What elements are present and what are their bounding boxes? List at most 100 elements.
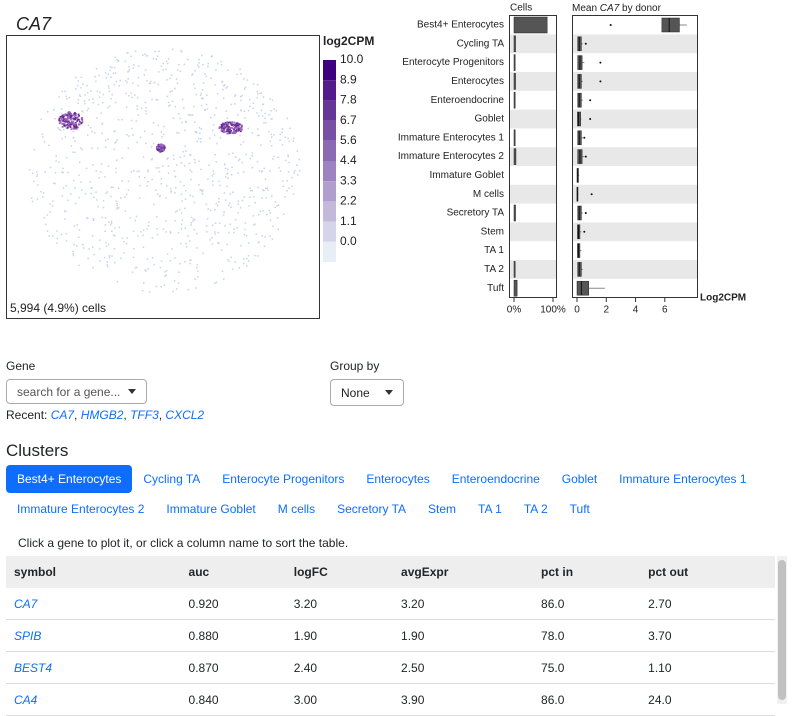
embedding-dot xyxy=(157,148,159,151)
embedding-dot xyxy=(147,268,149,270)
scroll-thumb[interactable] xyxy=(778,560,786,700)
embedding-dot xyxy=(165,60,168,63)
cluster-tab[interactable]: Best4+ Enterocytes xyxy=(6,465,133,493)
recent-gene-link[interactable]: CXCL2 xyxy=(165,408,205,422)
recent-gene-link[interactable]: HMGB2 xyxy=(80,408,124,422)
embedding-dot xyxy=(59,129,62,131)
embedding-dot xyxy=(131,96,133,99)
embedding-dot xyxy=(214,209,216,211)
table-body: CA7 0.920 3.20 3.20 86.0 2.70 SPIB 0.880 1.90 1.9… xyxy=(6,588,775,716)
embedding-dot xyxy=(200,92,203,95)
embedding-dot xyxy=(106,261,109,263)
cluster-tab[interactable]: Stem xyxy=(428,502,457,516)
cluster-tab[interactable]: Enterocyte Progenitors xyxy=(222,472,345,486)
embedding-dot xyxy=(85,167,88,170)
scrollbar[interactable] xyxy=(777,556,787,704)
recent-gene-link[interactable]: CA7 xyxy=(50,408,75,422)
column-header[interactable]: logFC xyxy=(285,556,394,588)
embedding-dot xyxy=(88,248,90,250)
embedding-dot xyxy=(231,127,234,130)
expr-tick-label: 4 xyxy=(633,305,639,316)
embedding-dot xyxy=(97,205,100,208)
cluster-tab[interactable]: Immature Enterocytes 2 xyxy=(17,502,145,516)
gene-link[interactable]: CA4 xyxy=(14,692,38,707)
embedding-dot xyxy=(189,262,191,265)
embedding-dot xyxy=(127,189,130,191)
legend-title: log2CPM xyxy=(323,34,374,48)
gene-link[interactable]: CA7 xyxy=(14,596,38,611)
embedding-dot xyxy=(80,122,83,125)
column-header[interactable]: pct in xyxy=(533,556,641,588)
column-header[interactable]: auc xyxy=(180,556,286,588)
cluster-tab[interactable]: Secretory TA xyxy=(337,502,407,516)
embedding-dot xyxy=(220,128,223,131)
gene-link[interactable]: SPIB xyxy=(14,628,42,643)
gene-search[interactable]: search for a gene... xyxy=(6,379,147,404)
embedding-dot xyxy=(63,124,66,127)
embedding-dot xyxy=(108,105,111,107)
embedding-dot xyxy=(198,127,201,129)
cluster-tab[interactable]: Enterocytes xyxy=(366,472,430,486)
embedding-dot xyxy=(171,100,174,103)
outlier-dot xyxy=(599,61,602,64)
embedding-dot xyxy=(104,72,107,74)
gene-link[interactable]: BEST4 xyxy=(14,660,53,675)
embedding-dot xyxy=(253,224,255,226)
embedding-dot xyxy=(96,199,98,201)
embedding-dot xyxy=(132,256,135,259)
embedding-dot xyxy=(41,133,44,136)
embedding-dot xyxy=(179,208,181,211)
column-header[interactable]: symbol xyxy=(6,556,181,588)
cluster-tab[interactable]: TA 1 xyxy=(478,502,502,516)
group-select[interactable]: None xyxy=(330,379,404,406)
embedding-dot xyxy=(103,256,106,259)
cluster-tab[interactable]: Immature Goblet xyxy=(166,502,256,516)
cluster-tab[interactable]: M cells xyxy=(277,502,316,516)
embedding-dot xyxy=(264,187,267,190)
column-header[interactable]: pct out xyxy=(640,556,775,588)
embedding-dot xyxy=(189,154,192,156)
embedding-dot xyxy=(223,130,226,133)
recent-gene-link[interactable]: TFF3 xyxy=(130,408,159,422)
embedding-dot xyxy=(191,114,194,116)
embedding-dot xyxy=(201,193,204,195)
embedding-dot xyxy=(137,76,140,79)
column-header[interactable]: avgExpr xyxy=(393,556,534,588)
embedding-dot xyxy=(101,132,104,135)
cluster-tab[interactable]: Tuft xyxy=(569,502,590,516)
cluster-tab[interactable]: Immature Enterocytes 1 xyxy=(619,472,747,486)
table-cell: 24.0 xyxy=(640,683,775,716)
embedding-dot xyxy=(127,52,129,54)
embedding-dot xyxy=(196,266,198,269)
expr-title-prefix: Mean xyxy=(572,3,597,14)
embedding-dot xyxy=(42,192,45,194)
embedding-dot xyxy=(62,167,64,170)
embedding-dot xyxy=(222,278,225,280)
embedding-dot xyxy=(173,280,176,282)
embedding-dot xyxy=(78,161,81,164)
embedding-dot xyxy=(247,260,250,262)
cluster-tab[interactable]: Goblet xyxy=(561,472,598,486)
embedding-dot xyxy=(44,171,46,173)
embedding-dot xyxy=(81,116,83,119)
embedding-dot xyxy=(196,140,198,143)
embedding-dot xyxy=(92,218,95,220)
embedding-dot xyxy=(175,288,178,290)
cluster-tab[interactable]: TA 2 xyxy=(523,502,548,516)
table-cell: CA4 xyxy=(6,683,181,716)
embedding-dot xyxy=(165,197,167,199)
embedding-dot xyxy=(166,158,168,160)
embedding-dot xyxy=(115,80,118,83)
embedding-dot xyxy=(104,224,107,226)
embedding-dot xyxy=(74,112,76,114)
embedding-dot xyxy=(205,203,208,206)
cluster-tab[interactable]: Cycling TA xyxy=(143,472,201,486)
embedding-dot xyxy=(269,235,271,238)
embedding-dot xyxy=(200,128,202,130)
cluster-label: Tuft xyxy=(487,283,504,294)
cluster-tab[interactable]: Enteroendocrine xyxy=(451,472,540,486)
embedding-dot xyxy=(150,158,153,161)
embedding-dot xyxy=(73,243,75,246)
cluster-label: Enterocytes xyxy=(451,76,504,87)
embedding-dot xyxy=(180,223,183,225)
